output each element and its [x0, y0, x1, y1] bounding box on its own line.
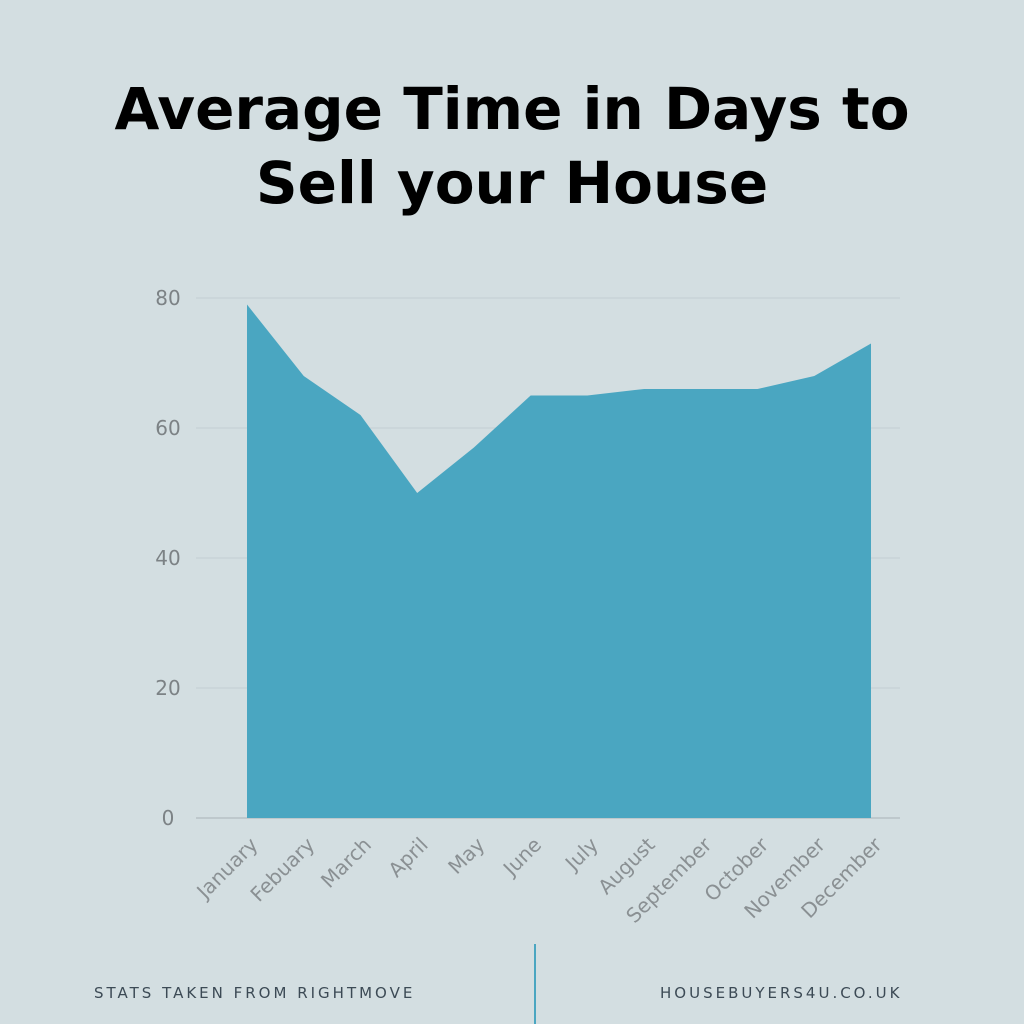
- y-tick-label: 60: [155, 416, 180, 440]
- footer-divider: [534, 944, 536, 1024]
- x-tick-label: March: [316, 833, 376, 893]
- x-tick-label: April: [383, 833, 432, 882]
- area-fill: [247, 304, 871, 818]
- footer-website: HOUSEBUYERS4U.CO.UK: [660, 984, 903, 1002]
- y-tick-label: 80: [155, 286, 180, 310]
- y-tick-label: 40: [155, 546, 180, 570]
- area-series: [247, 304, 871, 818]
- title-line-1: Average Time in Days to: [114, 75, 910, 143]
- y-tick-label: 0: [162, 806, 175, 830]
- page-title: Average Time in Days to Sell your House: [0, 72, 1024, 220]
- y-tick-label: 20: [155, 676, 180, 700]
- title-line-2: Sell your House: [255, 149, 769, 217]
- x-tick-label: May: [443, 832, 489, 878]
- y-axis-ticks: 0 20 40 60 80: [155, 286, 180, 830]
- x-tick-label: June: [497, 833, 546, 882]
- x-tick-label: July: [559, 832, 603, 876]
- footer-source: STATS TAKEN FROM RIGHTMOVE: [94, 984, 416, 1002]
